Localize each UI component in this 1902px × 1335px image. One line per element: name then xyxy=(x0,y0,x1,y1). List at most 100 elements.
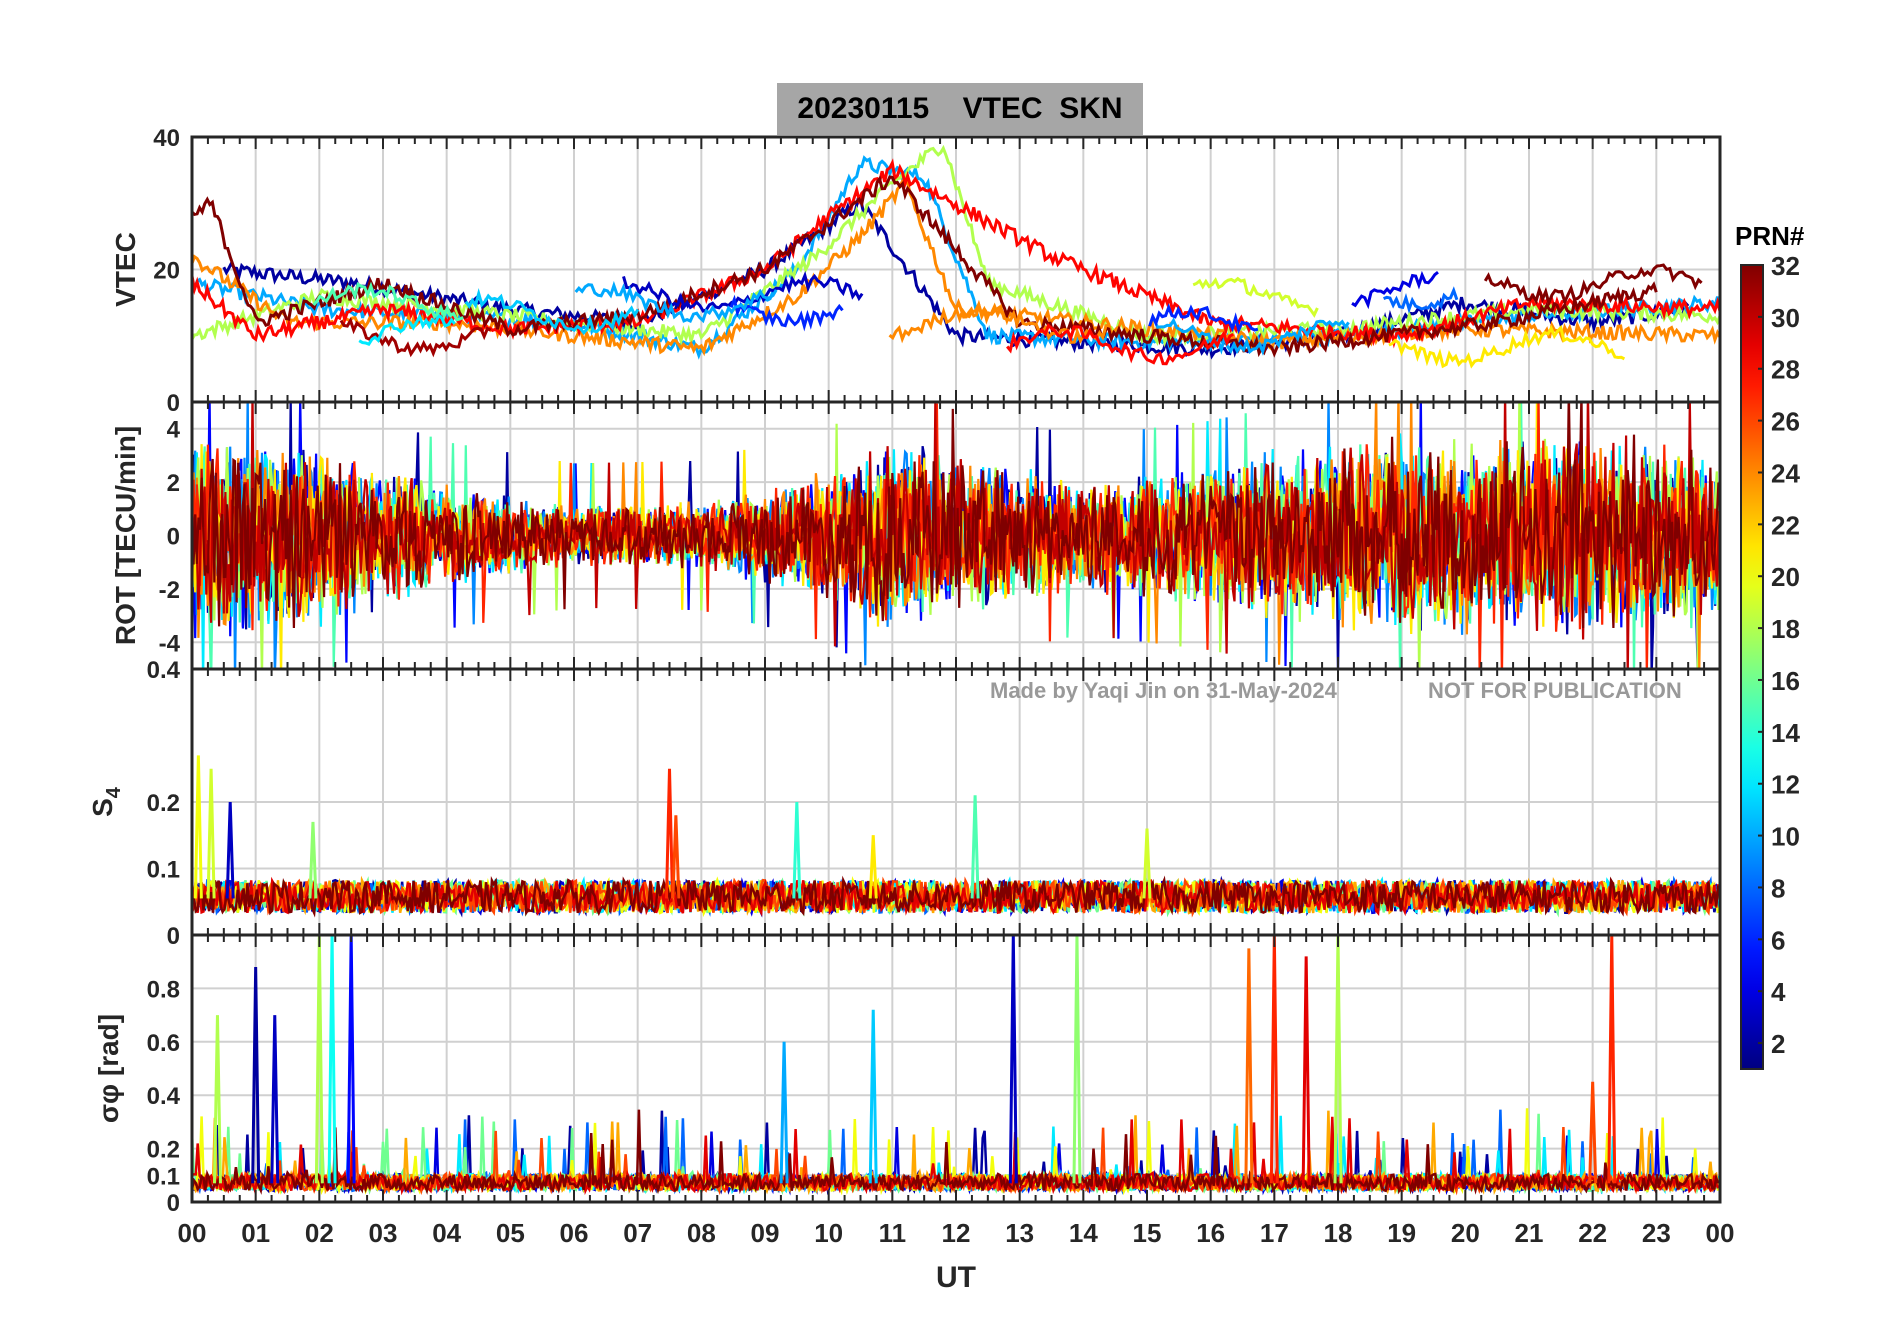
x-tick-label: 23 xyxy=(1642,1218,1671,1248)
y-tick-label: 0.4 xyxy=(147,657,181,684)
colorbar-tick-label: 8 xyxy=(1771,873,1785,903)
y-tick-label: 0.6 xyxy=(147,1030,180,1057)
x-tick-label: 19 xyxy=(1387,1218,1416,1248)
x-tick-label: 10 xyxy=(814,1218,843,1248)
rot-series-prn-9 xyxy=(192,402,1720,669)
colorbar-gradient xyxy=(1740,264,1764,1070)
colorbar-tick-label: 20 xyxy=(1771,562,1800,592)
s4-spike xyxy=(225,801,235,899)
x-tick-label: 11 xyxy=(879,1218,907,1248)
y-tick-label: 4 xyxy=(167,417,181,444)
y-axis-label-subscript: 4 xyxy=(103,786,125,798)
colorbar-tick-label: 26 xyxy=(1771,407,1800,437)
colorbar-tick-label: 32 xyxy=(1771,251,1800,281)
s4-spike xyxy=(1142,828,1152,899)
x-tick-label: 21 xyxy=(1515,1218,1544,1248)
vtec-track xyxy=(888,300,1110,344)
x-tick-label: 14 xyxy=(1069,1218,1098,1248)
y-tick-label: 0.2 xyxy=(147,1137,180,1164)
x-tick-label: 15 xyxy=(1133,1218,1162,1248)
x-tick-label: 06 xyxy=(560,1218,589,1248)
x-tick-label: 08 xyxy=(687,1218,716,1248)
vtec-series-prn-32 xyxy=(192,175,1658,358)
sigma_phi-spike xyxy=(1072,935,1082,1184)
x-tick-label: 18 xyxy=(1324,1218,1353,1248)
sigma_phi-spike xyxy=(212,1015,222,1184)
sigma_phi-spike xyxy=(1588,1081,1598,1184)
y-axis-label: σφ [rad] xyxy=(93,1014,124,1123)
y-tick-label: 20 xyxy=(153,258,180,285)
x-tick-label: 04 xyxy=(432,1218,461,1248)
colorbar-tick-label: 12 xyxy=(1771,770,1800,800)
colorbar-tick-label: 16 xyxy=(1771,666,1800,696)
colorbar-tick-label: 10 xyxy=(1771,822,1800,852)
s4-series-prn-32 xyxy=(192,875,1720,918)
x-tick-label: 09 xyxy=(751,1218,780,1248)
vtec-track xyxy=(312,281,464,322)
sigma_phi-spike xyxy=(1244,948,1254,1184)
x-tick-label: 22 xyxy=(1578,1218,1607,1248)
y-tick-label: 0 xyxy=(167,390,180,417)
colorbar-label: PRN# xyxy=(1735,221,1805,251)
data-layer xyxy=(192,144,1720,369)
sigma_phi-spike xyxy=(251,967,261,1184)
panel-sigma_phi: 0.8 0.6 0.4 0.20.10 σφ [rad] xyxy=(93,933,1722,1217)
colorbar-tick-label: 18 xyxy=(1771,614,1800,644)
sigma_phi-spike xyxy=(270,1015,280,1184)
rot-series-prn-32 xyxy=(192,402,1720,629)
colorbar-tick-label: 28 xyxy=(1771,355,1800,385)
x-tick-label: 00 xyxy=(178,1218,207,1248)
s4-spike xyxy=(193,755,203,899)
x-tick-label: 00 xyxy=(1706,1218,1735,1248)
vtec-track xyxy=(1192,276,1319,318)
panel-vtec: 40 20 0 VTEC xyxy=(110,125,1722,417)
colorbar-tick-label: 24 xyxy=(1771,458,1800,488)
vtec-track xyxy=(1153,317,1350,356)
vtec-track xyxy=(358,313,456,347)
y-tick-label: 40 xyxy=(153,125,180,152)
vtec-track xyxy=(339,316,492,358)
vtec-track xyxy=(1148,303,1259,335)
y-tick-label: 0.4 xyxy=(147,1083,181,1110)
x-tick-label: 02 xyxy=(305,1218,334,1248)
colorbar-tick-label: 4 xyxy=(1771,977,1786,1007)
x-tick-label: 20 xyxy=(1451,1218,1480,1248)
x-axis-label: UT xyxy=(936,1261,976,1294)
vtec-track xyxy=(1351,270,1439,310)
x-tick-label: 13 xyxy=(1005,1218,1034,1248)
x-tick-label: 07 xyxy=(623,1218,652,1248)
sigma_phi-spike xyxy=(314,935,324,1184)
x-tick-label: 16 xyxy=(1196,1218,1225,1248)
sigma_phi-spike xyxy=(1607,935,1617,1184)
y-tick-label: 0.2 xyxy=(147,790,180,817)
sigma_phi-series-prn-32 xyxy=(192,1109,1720,1195)
colorbar-tick-label: 30 xyxy=(1771,303,1800,333)
s4-spike xyxy=(206,768,216,899)
y-axis-label: ROT [TECU/min] xyxy=(110,426,141,645)
y-axis-label: S4 xyxy=(87,786,125,817)
y-tick-label: 2 xyxy=(167,470,180,497)
sigma_phi-spike xyxy=(1333,935,1343,1184)
sigma_phi-spike xyxy=(327,935,337,1184)
x-tick-label: 12 xyxy=(942,1218,971,1248)
data-layer xyxy=(192,755,1720,918)
s4-spike xyxy=(970,795,980,899)
y-tick-label: 0 xyxy=(167,524,180,551)
y-tick-label: 0 xyxy=(167,1190,180,1217)
y-axis-label: VTEC xyxy=(110,232,141,307)
vtec-track xyxy=(622,270,864,313)
colorbar-tick-label: 14 xyxy=(1771,718,1800,748)
panel-rot: 4 2 0 -2 -4 ROT [TECU/min] xyxy=(110,400,1722,671)
y-tick-label: -2 xyxy=(159,577,180,604)
x-tick-label: 17 xyxy=(1260,1218,1289,1248)
watermark-notice: NOT FOR PUBLICATION xyxy=(1428,678,1682,703)
colorbar-tick-label: 2 xyxy=(1771,1029,1785,1059)
sigma_phi-spike xyxy=(1008,935,1018,1184)
chart-title: 20230115 VTEC SKN xyxy=(777,83,1143,135)
s4-spike xyxy=(868,835,878,899)
sigma_phi-spike xyxy=(779,1041,789,1184)
y-tick-label: -4 xyxy=(159,630,181,657)
sigma_phi-spike xyxy=(868,1009,878,1184)
